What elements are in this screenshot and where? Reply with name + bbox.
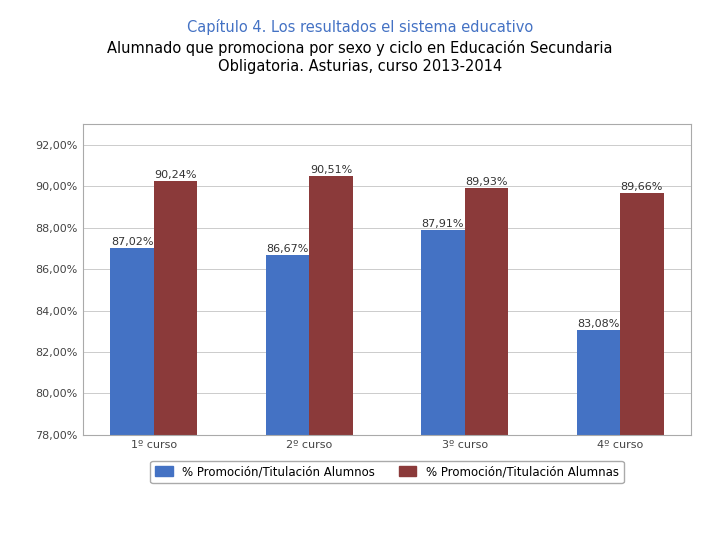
Bar [310,176,353,540]
Bar [421,230,464,540]
Text: 89,93%: 89,93% [465,177,508,187]
Text: 86,67%: 86,67% [266,244,309,254]
Bar [620,193,664,540]
Text: 90,51%: 90,51% [310,165,352,175]
Bar [577,329,620,540]
Bar [266,255,310,540]
Text: Alumnado que promociona por sexo y ciclo en Educación Secundaria
Obligatoria. As: Alumnado que promociona por sexo y ciclo… [107,40,613,74]
Text: 89,66%: 89,66% [621,183,663,192]
Bar [464,188,508,540]
Text: 87,02%: 87,02% [111,237,153,247]
Legend: % Promoción/Titulación Alumnos, % Promoción/Titulación Alumnas: % Promoción/Titulación Alumnos, % Promoc… [150,461,624,483]
Bar [110,248,154,540]
Text: 90,24%: 90,24% [155,170,197,180]
Text: 87,91%: 87,91% [422,219,464,228]
Bar [154,181,197,540]
Text: 83,08%: 83,08% [577,319,619,328]
Text: Capítulo 4. Los resultados el sistema educativo: Capítulo 4. Los resultados el sistema ed… [187,19,533,35]
